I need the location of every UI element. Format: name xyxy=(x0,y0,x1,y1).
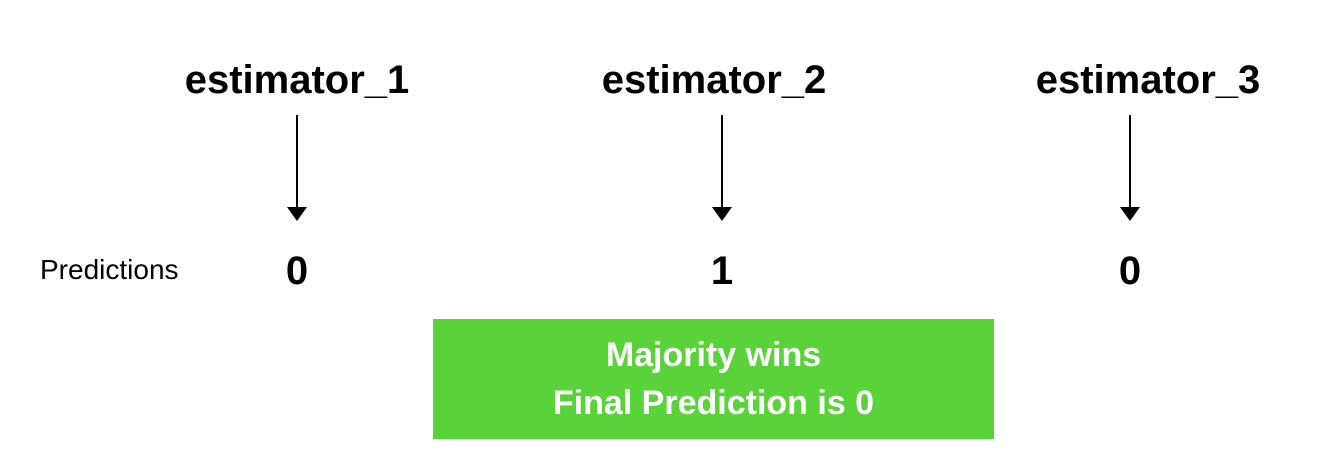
final-prediction-text: Final Prediction is 0 xyxy=(552,384,875,422)
predictions-row-label: Predictions xyxy=(40,254,179,285)
estimator-1-label: estimator_1 xyxy=(184,58,410,102)
estimator-1-arrow xyxy=(287,115,307,223)
estimator-3-prediction: 0 xyxy=(1118,249,1142,293)
estimator-3-arrow xyxy=(1120,115,1140,223)
estimator-1-prediction: 0 xyxy=(285,249,309,293)
estimator-3-label: estimator_3 xyxy=(1035,58,1261,102)
majority-wins-text: Majority wins xyxy=(605,336,822,374)
estimator-2-label: estimator_2 xyxy=(601,58,827,102)
final-prediction-box: Majority wins Final Prediction is 0 xyxy=(433,319,994,439)
estimator-2-arrow xyxy=(712,115,732,223)
estimator-2-prediction: 1 xyxy=(710,249,734,293)
